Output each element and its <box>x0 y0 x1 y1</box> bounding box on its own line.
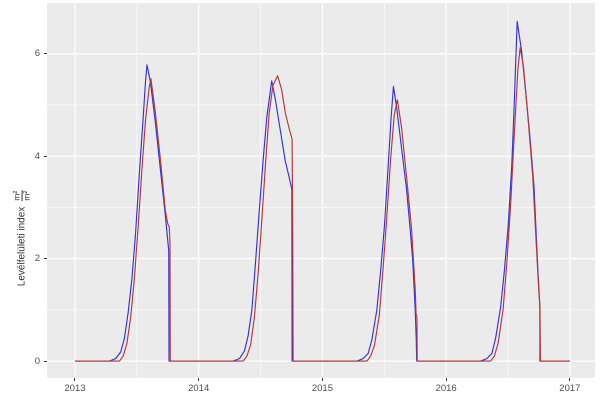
x-tick-mark <box>74 378 76 381</box>
x-tick-label: 2015 <box>311 383 333 394</box>
x-tick-label: 2016 <box>435 383 457 394</box>
y-tick-mark <box>44 360 47 362</box>
y-axis-units-fraction: m² m² <box>12 189 32 202</box>
y-tick-mark <box>44 258 47 260</box>
y-tick-mark <box>44 53 47 55</box>
plot-panel <box>47 3 595 378</box>
x-tick-label: 2014 <box>188 383 210 394</box>
x-tick-label: 2017 <box>559 383 581 394</box>
y-tick-label: 6 <box>34 48 40 60</box>
x-tick-mark <box>569 378 571 381</box>
plot-canvas <box>47 3 595 378</box>
y-axis-title: Levélfelületi index m² m² <box>12 189 32 287</box>
x-tick-label: 2013 <box>64 383 86 394</box>
y-tick-label: 0 <box>34 355 40 367</box>
x-tick-mark <box>445 378 447 381</box>
x-tick-mark <box>321 378 323 381</box>
y-tick-label: 2 <box>34 253 40 265</box>
x-tick-mark <box>198 378 200 381</box>
y-tick-label: 4 <box>34 150 40 162</box>
y-axis-units-denominator: m² <box>21 190 32 201</box>
line-series-red <box>74 46 570 362</box>
line-series-blue <box>74 20 570 362</box>
y-axis-title-text: Levélfelületi index <box>16 206 28 287</box>
y-tick-mark <box>44 155 47 157</box>
